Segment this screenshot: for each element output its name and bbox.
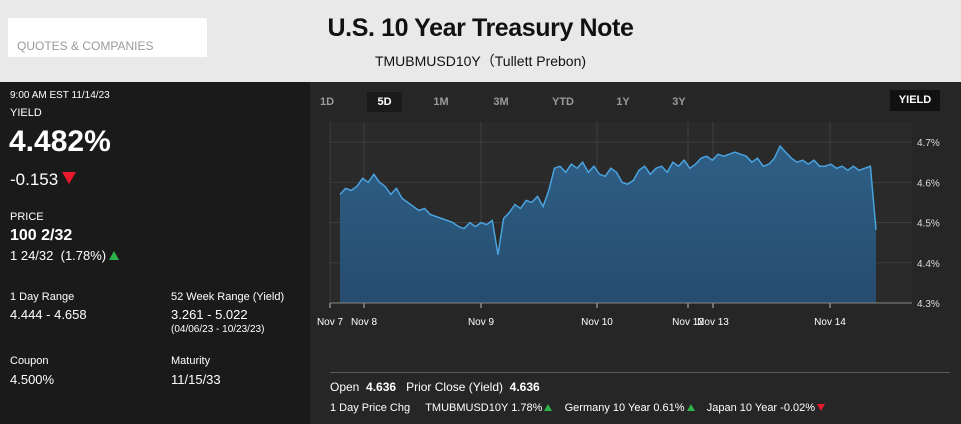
price-change: 1 24/32 xyxy=(10,248,54,263)
day-range: 4.444 - 4.658 xyxy=(10,307,87,322)
day-range-label: 1 Day Range xyxy=(10,291,75,303)
down-arrow-icon xyxy=(62,172,77,184)
yield-label: YIELD xyxy=(10,107,42,119)
yield-change: -0.153 xyxy=(10,170,59,189)
tab-5d[interactable]: 5D xyxy=(367,92,402,112)
y-tick-label: 4.7% xyxy=(917,138,940,149)
series-area xyxy=(340,146,876,303)
series-line xyxy=(339,144,877,255)
compare-value: 0.61% xyxy=(653,402,685,414)
price-change-row: 1 24/32 (1.78%) xyxy=(10,248,120,263)
open-label: Open xyxy=(330,380,360,394)
compare-item[interactable]: Germany 10 Year 0.61% xyxy=(565,402,695,414)
compare-value: 1.78% xyxy=(511,402,543,414)
compare-name: TMUBMUSD10Y xyxy=(425,402,509,414)
search-placeholder: QUOTES & COMPANIES xyxy=(17,39,154,53)
tab-1m[interactable]: 1M xyxy=(433,96,449,108)
price-label: PRICE xyxy=(10,211,44,223)
x-tick-label: Nov 8 xyxy=(351,317,378,328)
coupon-value: 4.500% xyxy=(10,372,55,387)
x-tick-label: Nov 7 xyxy=(317,317,344,328)
divider xyxy=(330,372,950,373)
day-price-chg-label: 1 Day Price Chg xyxy=(330,402,411,414)
stats-row: Open 4.636 Prior Close (Yield) 4.636 xyxy=(330,380,540,394)
week52-label: 52 Week Range (Yield) xyxy=(171,291,285,303)
yield-value: 4.482% xyxy=(9,125,111,158)
maturity-label: Maturity xyxy=(171,355,211,367)
tab-1d[interactable]: 1D xyxy=(319,96,335,108)
tab-ytd[interactable]: YTD xyxy=(552,96,574,108)
compare-name: Germany 10 Year xyxy=(564,402,651,414)
up-arrow-icon xyxy=(544,404,553,411)
quote-timestamp: 9:00 AM EST 11/14/23 xyxy=(10,90,110,101)
price-change-pct: (1.78%) xyxy=(60,248,107,263)
compare-name: Japan 10 Year xyxy=(706,402,778,414)
tab-1y[interactable]: 1Y xyxy=(616,96,630,108)
compare-value: -0.02% xyxy=(780,402,816,414)
y-tick-label: 4.6% xyxy=(917,178,940,189)
prior-close-label: Prior Close (Yield) xyxy=(406,380,503,394)
x-tick-label: Nov 10 xyxy=(581,317,613,328)
up-arrow-icon xyxy=(109,251,120,260)
maturity-value: 11/15/33 xyxy=(171,372,221,387)
up-arrow-icon xyxy=(686,404,695,411)
x-tick-label: Nov 14 xyxy=(814,317,846,328)
compare-item[interactable]: TMUBMUSD10Y 1.78% xyxy=(425,402,553,414)
week52-range: 3.261 - 5.022 xyxy=(171,307,248,322)
quote-panel: 9:00 AM EST 11/14/23 YIELD 4.482% -0.153… xyxy=(0,82,310,424)
search-input[interactable]: QUOTES & COMPANIES xyxy=(8,18,207,57)
compare-item[interactable]: Japan 10 Year -0.02% xyxy=(706,402,826,414)
page-title: U.S. 10 Year Treasury Note xyxy=(327,14,634,42)
tab-3m[interactable]: 3M xyxy=(493,96,509,108)
week52-dates: (04/06/23 - 10/23/23) xyxy=(171,324,265,335)
price-change-row-bottom: 1 Day Price Chg TMUBMUSD10Y 1.78% German… xyxy=(330,402,826,414)
y-tick-label: 4.4% xyxy=(917,259,940,270)
page-subtitle: TMUBMUSD10Y（Tullett Prebon) xyxy=(374,53,587,69)
tab-3y[interactable]: 3Y xyxy=(672,96,686,108)
header-bar: QUOTES & COMPANIES U.S. 10 Year Treasury… xyxy=(0,0,961,82)
y-tick-label: 4.5% xyxy=(917,219,940,230)
open-value: 4.636 xyxy=(366,380,397,394)
x-tick-label: Nov 13 xyxy=(697,317,729,328)
price-value: 100 2/32 xyxy=(10,227,73,244)
prior-close-value: 4.636 xyxy=(509,380,540,394)
x-tick-label: Nov 12 xyxy=(672,317,704,328)
coupon-label: Coupon xyxy=(10,355,49,367)
down-arrow-icon xyxy=(817,404,826,411)
y-tick-label: 4.3% xyxy=(917,299,940,310)
yield-change-row: -0.153 xyxy=(10,170,77,190)
x-tick-label: Nov 9 xyxy=(468,317,495,328)
yield-toggle-button[interactable]: YIELD xyxy=(890,90,940,111)
yield-chart: 4.3% 4.4% 4.5% 4.6% 4.7% Nov 7 Nov 8 Nov 9 Nov 1… xyxy=(317,122,940,328)
